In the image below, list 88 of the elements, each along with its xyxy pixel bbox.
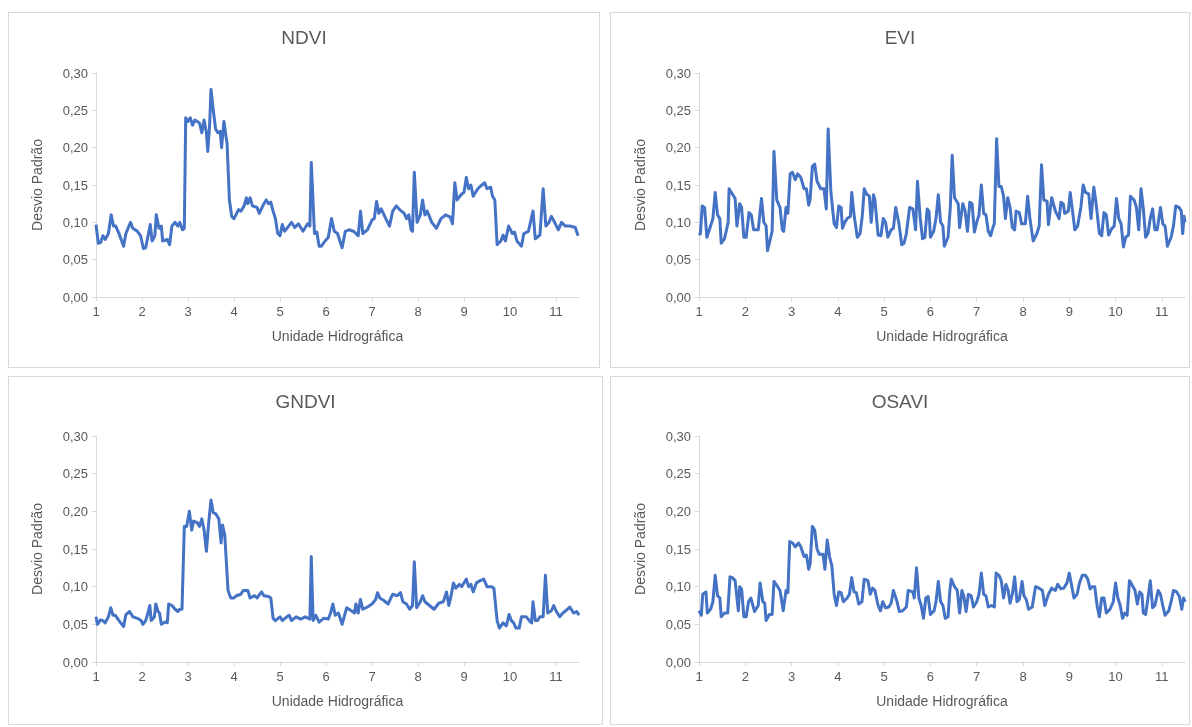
x-tick-label: 3 <box>787 304 796 319</box>
y-tick-label: 0,25 <box>62 466 88 482</box>
y-axis-title: Desvio Padrão <box>29 138 45 231</box>
x-tick-label: 1 <box>92 669 100 684</box>
y-tick-label: 0,00 <box>62 289 88 305</box>
x-tick-label: 4 <box>834 669 842 684</box>
x-tick-label: 5 <box>880 669 888 684</box>
y-tick-label: 0,15 <box>665 541 691 557</box>
x-tick-label: 7 <box>973 669 981 684</box>
chart-title: EVI <box>884 27 916 48</box>
line-series <box>94 87 580 250</box>
y-tick-label: 0,10 <box>62 579 88 595</box>
y-tick-label: 0,15 <box>62 177 88 193</box>
x-tick-label: 2 <box>138 304 146 319</box>
line-series <box>94 498 581 630</box>
line-series <box>697 127 1187 253</box>
line-series <box>697 524 1187 623</box>
y-tick-label: 0,20 <box>62 140 88 156</box>
x-axis-title: Unidade Hidrográfica <box>876 693 1008 709</box>
y-tick-label: 0,00 <box>665 289 691 305</box>
x-tick-label: 8 <box>414 669 422 684</box>
y-tick-label: 0,10 <box>665 214 691 230</box>
x-tick-label: 2 <box>741 669 749 684</box>
y-tick-label: 0,05 <box>665 616 691 632</box>
y-tick-label: 0,25 <box>665 102 691 118</box>
x-tick-label: 4 <box>230 304 238 319</box>
x-tick-label: 9 <box>1065 669 1073 684</box>
x-tick-label: 11 <box>549 669 563 684</box>
y-tick-label: 0,00 <box>62 654 88 670</box>
y-tick-label: 0,00 <box>665 654 691 670</box>
x-tick-label: 9 <box>460 669 468 684</box>
y-tick-label: 0,30 <box>62 428 88 444</box>
x-tick-label: 2 <box>741 304 749 319</box>
x-tick-label: 6 <box>926 304 935 319</box>
x-tick-label: 7 <box>368 304 376 319</box>
x-tick-label: 3 <box>184 669 192 684</box>
y-tick-label: 0,20 <box>665 503 691 519</box>
x-axis-title: Unidade Hidrográfica <box>271 693 404 709</box>
y-tick-label: 0,25 <box>665 466 691 482</box>
x-tick-label: 10 <box>1108 669 1123 684</box>
y-tick-label: 0,25 <box>62 102 88 118</box>
x-tick-label: 9 <box>460 304 468 319</box>
y-tick-label: 0,30 <box>665 428 691 444</box>
x-tick-label: 8 <box>414 304 422 319</box>
x-tick-label: 3 <box>787 669 796 684</box>
y-tick-label: 0,05 <box>665 252 691 268</box>
x-tick-label: 1 <box>695 669 703 684</box>
x-tick-label: 5 <box>276 304 284 319</box>
chart-title: OSAVI <box>871 391 929 412</box>
x-tick-label: 3 <box>184 304 192 319</box>
y-tick-label: 0,30 <box>665 65 691 81</box>
x-tick-label: 8 <box>1019 304 1027 319</box>
y-tick-label: 0,20 <box>62 503 88 519</box>
x-tick-label: 7 <box>368 669 376 684</box>
x-tick-label: 6 <box>322 304 330 319</box>
chart-title: GNDVI <box>275 391 336 412</box>
x-tick-label: 2 <box>138 669 146 684</box>
x-tick-label: 5 <box>276 669 284 684</box>
y-tick-label: 0,05 <box>62 252 88 268</box>
x-tick-label: 11 <box>1155 304 1169 319</box>
x-tick-label: 10 <box>502 304 518 319</box>
y-tick-label: 0,10 <box>62 214 88 230</box>
x-tick-label: 10 <box>502 669 518 684</box>
y-tick-label: 0,20 <box>665 140 691 156</box>
x-tick-label: 6 <box>926 669 935 684</box>
x-tick-label: 10 <box>1108 304 1123 319</box>
x-tick-label: 1 <box>695 304 703 319</box>
y-tick-label: 0,15 <box>62 541 88 557</box>
y-tick-label: 0,30 <box>62 65 88 81</box>
x-tick-label: 4 <box>834 304 842 319</box>
x-axis-title: Unidade Hidrográfica <box>271 328 404 344</box>
x-tick-label: 6 <box>322 669 330 684</box>
y-axis-title: Desvio Padrão <box>632 502 648 595</box>
x-tick-label: 9 <box>1065 304 1073 319</box>
chart-title: NDVI <box>281 27 327 48</box>
x-tick-label: 1 <box>92 304 100 319</box>
y-axis-title: Desvio Padrão <box>632 138 648 231</box>
x-tick-label: 4 <box>230 669 238 684</box>
x-tick-label: 5 <box>880 304 888 319</box>
x-tick-label: 11 <box>1155 669 1169 684</box>
y-tick-label: 0,05 <box>62 616 88 632</box>
x-tick-label: 11 <box>549 304 563 319</box>
y-tick-label: 0,15 <box>665 177 691 193</box>
y-tick-label: 0,10 <box>665 579 691 595</box>
x-tick-label: 8 <box>1019 669 1027 684</box>
x-tick-label: 7 <box>973 304 981 319</box>
x-axis-title: Unidade Hidrográfica <box>876 328 1008 344</box>
y-axis-title: Desvio Padrão <box>29 502 45 595</box>
